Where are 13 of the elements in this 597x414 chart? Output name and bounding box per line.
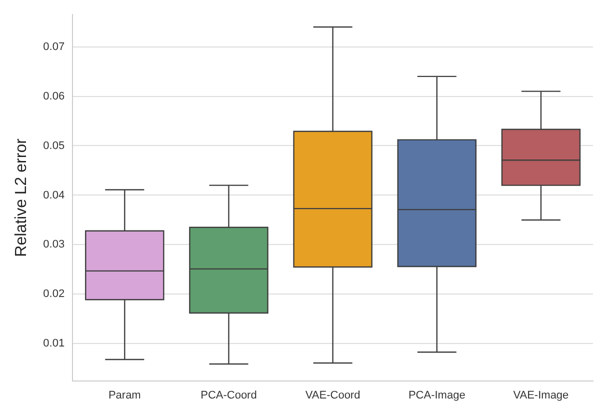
y-tick-label: 0.05 <box>43 140 65 152</box>
x-tick-label: PCA-Coord <box>200 389 257 402</box>
x-tick-label: VAE-Coord <box>305 389 360 402</box>
y-tick-label: 0.07 <box>43 40 65 53</box>
y-tick-label: 0.04 <box>43 189 65 202</box>
x-tick-label: PCA-Image <box>408 389 466 402</box>
y-axis-title: Relative L2 error <box>13 138 30 257</box>
y-tick-label: 0.03 <box>43 238 65 251</box>
x-tick-label: VAE-Image <box>513 389 569 402</box>
y-tick-label: 0.02 <box>43 288 65 300</box>
x-tick-label: Param <box>108 389 141 402</box>
y-tick-label: 0.01 <box>43 338 65 350</box>
y-tick-label: 0.06 <box>43 90 65 102</box>
